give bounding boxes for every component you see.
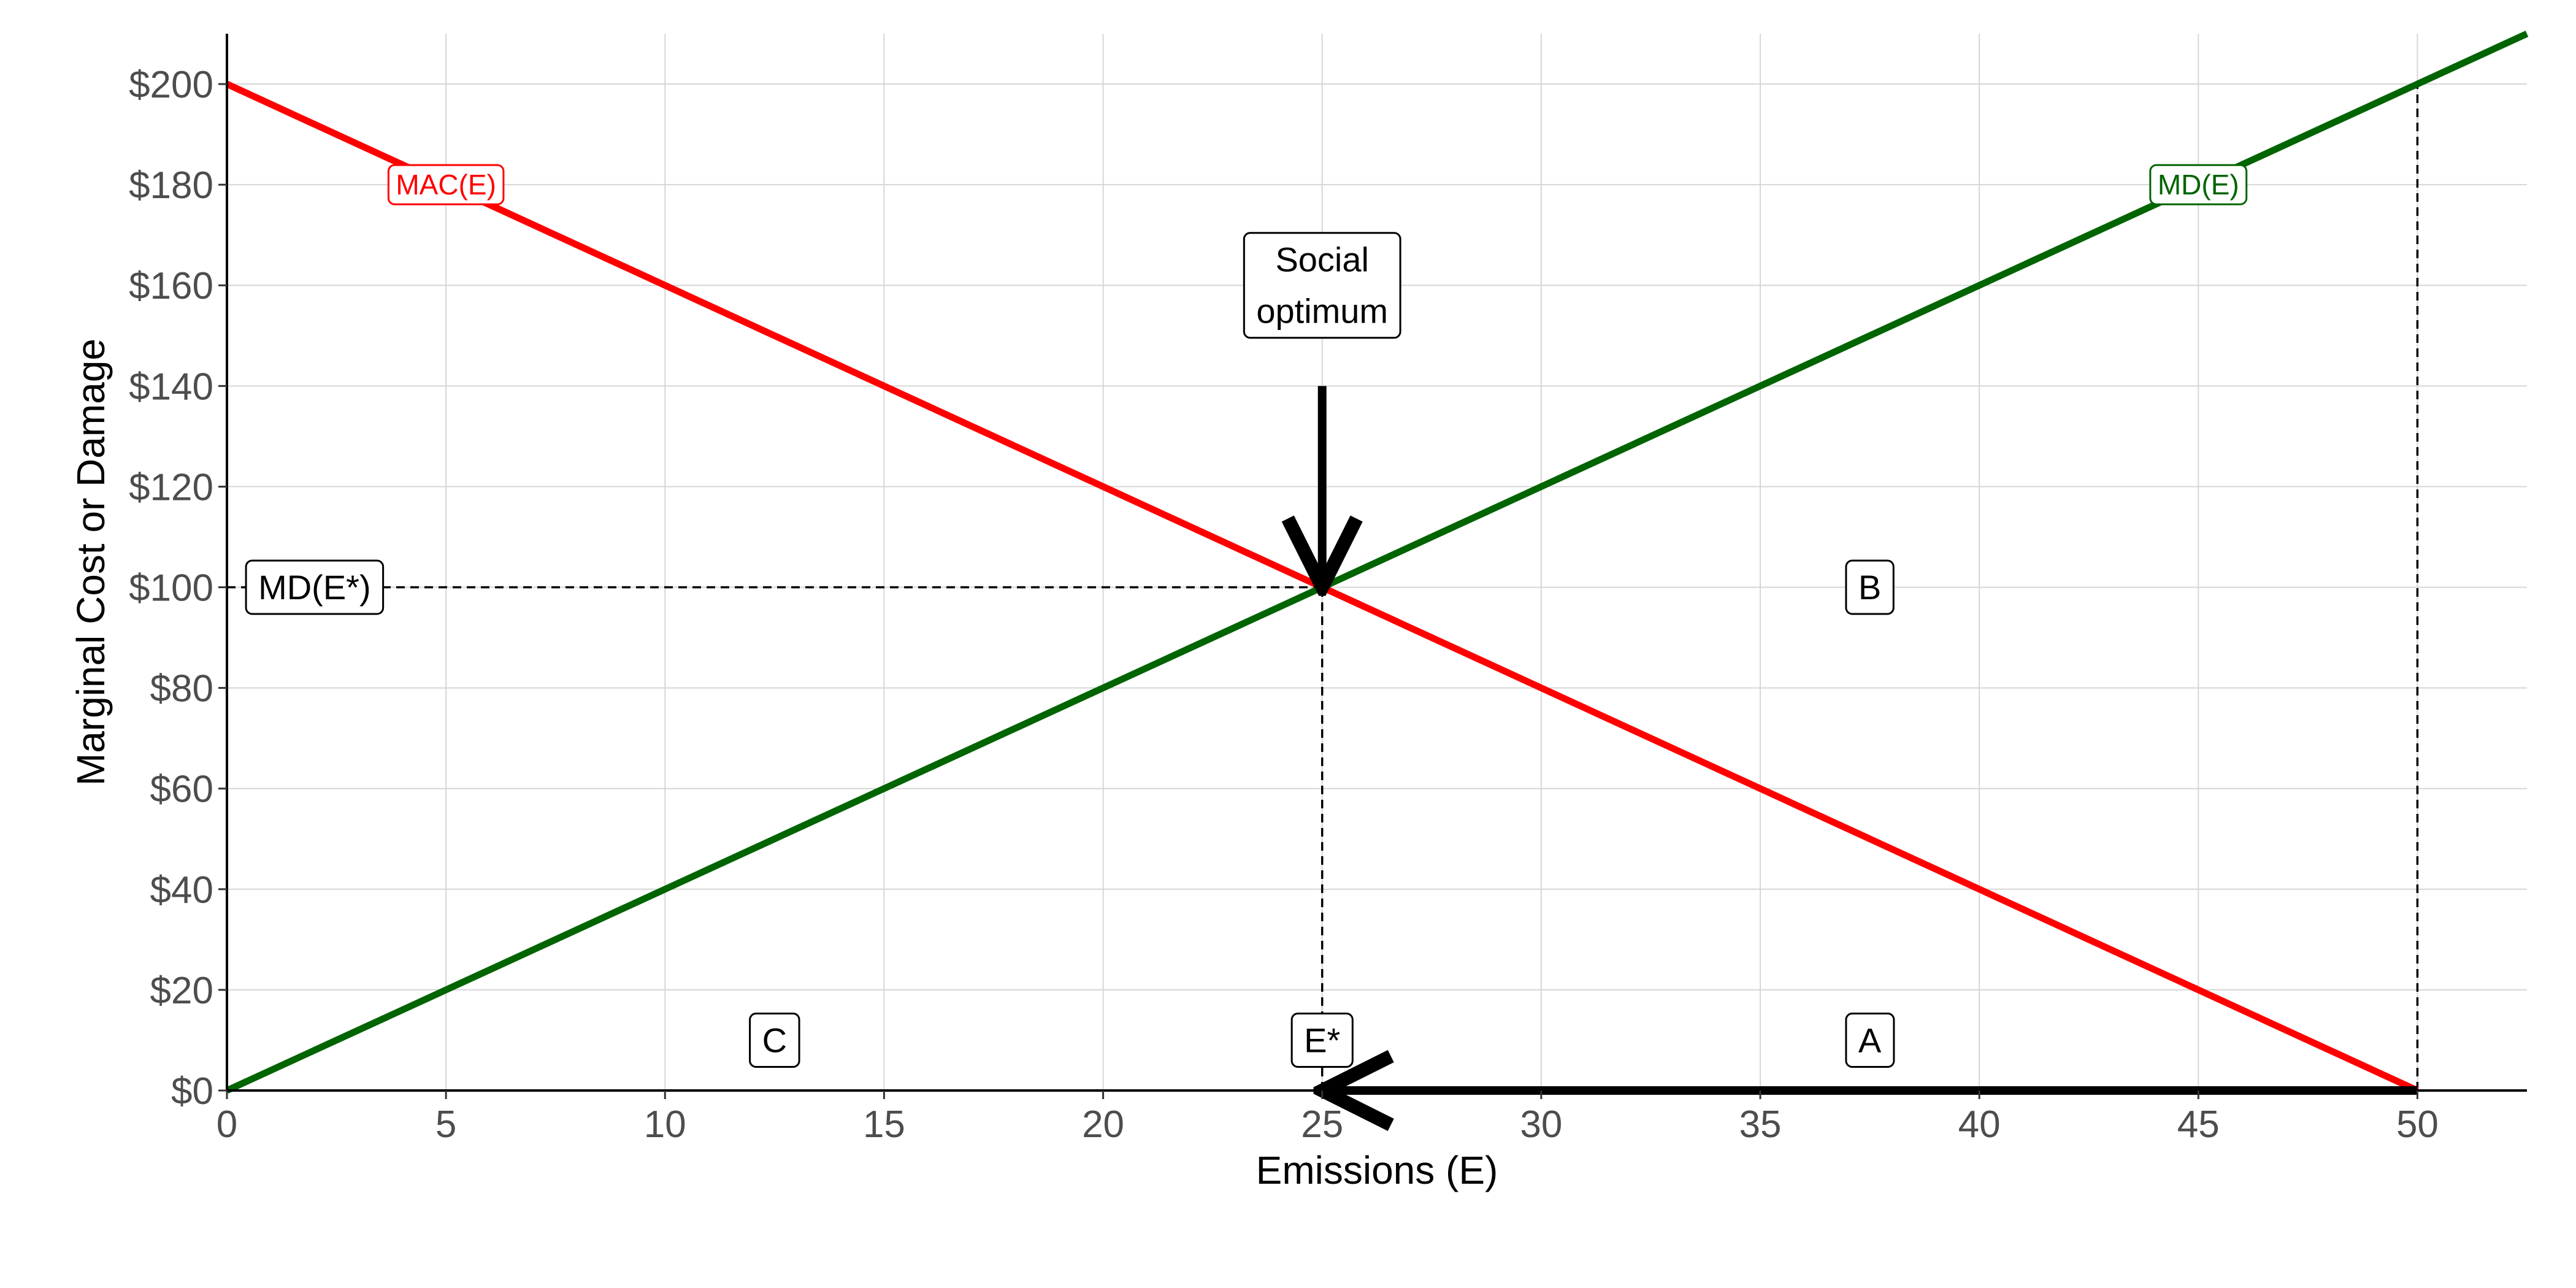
x-tick-label: 45 (2177, 1103, 2220, 1146)
y-tick-label: $20 (150, 970, 213, 1012)
axis-layer: $0 $20 $40 $60 $80 $100 $120 $140 $160 $180 $200 0 5… (129, 34, 2527, 1146)
annotation-a-label-box (1845, 1012, 1895, 1068)
annotation-b-label-box (1845, 559, 1895, 615)
annotation-social-optimum-label: Social optimum (1243, 232, 1401, 339)
annotation-a-label: A (1845, 1012, 1895, 1068)
y-tick-label: $80 (150, 668, 213, 710)
annotation-c-label-box (749, 1012, 800, 1068)
curve-label-md-e-text: MD(E) (2158, 169, 2239, 201)
arrows-layer (1322, 386, 2418, 1091)
annotation-c-label-text: C (762, 1021, 787, 1059)
annotation-b-label: B (1845, 559, 1895, 615)
annotation-a-label-text: A (1858, 1021, 1882, 1059)
annotation-e-label-text: E* (1304, 1021, 1340, 1059)
annotation-md-e-label-box (245, 559, 385, 615)
x-tick-label: 35 (1739, 1103, 1782, 1146)
y-tick-label: $40 (150, 869, 213, 911)
annotation-e-label: E* (1290, 1012, 1354, 1068)
y-tick-label: $100 (129, 567, 213, 610)
annotation-social-optimum-label-box (1243, 232, 1401, 339)
labels-layer: MAC(E) MD(E) Social optimum MD(E*) B C E* A (245, 164, 2248, 1068)
y-tick-label: $180 (129, 164, 213, 207)
annotation-e-label-box (1290, 1012, 1354, 1068)
curve-label-md-e-box (2149, 164, 2248, 205)
annotation-social-optimum-label-text: optimum (1256, 292, 1388, 331)
y-axis-title: Marginal Cost or Damage (69, 339, 113, 786)
x-tick-label: 15 (863, 1103, 905, 1146)
y-tick-label: $120 (129, 466, 213, 508)
x-tick-label: 50 (2396, 1103, 2439, 1146)
x-tick-label: 20 (1082, 1103, 1124, 1146)
annotation-c-label: C (749, 1012, 800, 1068)
x-tick-label: 0 (217, 1103, 237, 1146)
x-tick-label: 25 (1301, 1103, 1343, 1146)
annotation-md-e-label: MD(E*) (245, 559, 385, 615)
x-tick-label: 10 (644, 1103, 686, 1146)
y-tick-label: $60 (150, 769, 213, 811)
x-tick-label: 30 (1520, 1103, 1562, 1146)
annotation-b-label-text: B (1858, 568, 1881, 607)
y-tick-label: $160 (129, 265, 213, 307)
y-tick-label: $200 (129, 64, 213, 106)
x-tick-label: 5 (435, 1103, 456, 1146)
curve-label-md-e: MD(E) (2149, 164, 2248, 205)
annotation-md-e-label-text: MD(E*) (258, 568, 371, 607)
curve-label-mac-e-box (387, 164, 505, 205)
y-tick-label: $0 (171, 1070, 213, 1113)
curve-label-mac-e-text: MAC(E) (396, 169, 496, 201)
reference-lines-layer (227, 84, 2419, 1091)
curve-label-mac-e: MAC(E) (387, 164, 505, 205)
x-tick-label: 40 (1958, 1103, 2001, 1146)
series-line-md-e (225, 31, 2529, 1094)
y-tick-label: $140 (129, 366, 213, 408)
x-axis-title: Emissions (E) (1256, 1148, 1498, 1192)
annotation-social-optimum-label-text: Social (1275, 240, 1369, 279)
